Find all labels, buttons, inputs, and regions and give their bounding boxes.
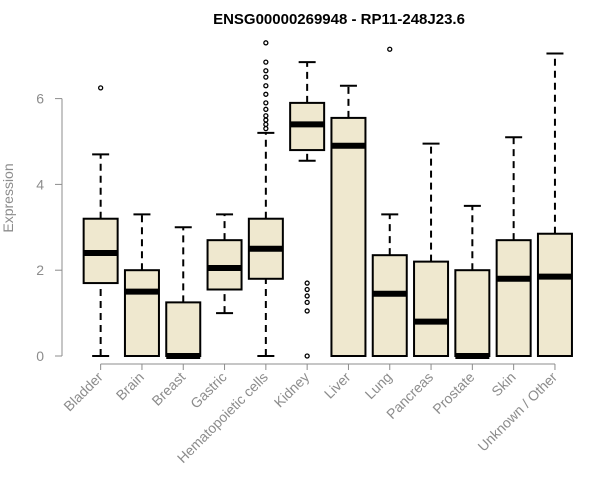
box-brain xyxy=(123,213,160,358)
box-unknown-other xyxy=(536,52,573,357)
outlier-point xyxy=(263,121,269,127)
outlier-point xyxy=(263,59,269,65)
outlier-point xyxy=(263,40,269,46)
box-prostate xyxy=(454,204,491,359)
outlier-point xyxy=(263,91,269,97)
x-tick-label-brain: Brain xyxy=(113,369,147,403)
box-liver xyxy=(330,84,367,357)
outlier-point xyxy=(304,280,310,286)
outlier-point xyxy=(304,293,310,299)
iqr-box xyxy=(495,239,532,357)
outlier-point xyxy=(263,100,269,106)
outlier-point xyxy=(304,286,310,293)
x-tick-label-kidney: Kidney xyxy=(271,369,313,411)
outlier-point xyxy=(263,106,269,112)
outlier-point xyxy=(263,68,269,74)
y-tick-label: 0 xyxy=(36,348,44,364)
y-tick-label: 2 xyxy=(36,262,44,278)
iqr-box xyxy=(123,269,160,358)
iqr-box xyxy=(536,232,573,357)
x-tick-label-bladder: Bladder xyxy=(60,369,106,415)
outlier-point xyxy=(263,83,269,89)
outlier-point xyxy=(387,46,393,52)
y-axis-label: Expression xyxy=(0,163,16,232)
y-tick-label: 4 xyxy=(36,176,44,192)
box-kidney xyxy=(289,61,326,359)
x-tick-label-skin: Skin xyxy=(488,369,519,400)
plot-area xyxy=(82,40,573,359)
box-bladder xyxy=(82,85,119,357)
y-tick-label: 6 xyxy=(36,91,44,107)
y-axis: 0 2 4 6 xyxy=(36,91,63,364)
iqr-box xyxy=(206,239,243,291)
box-lung xyxy=(371,46,408,357)
box-hematopoietic-cells xyxy=(247,40,284,357)
outlier-point xyxy=(263,74,269,80)
x-tick-label-liver: Liver xyxy=(321,369,354,402)
box-pancreas xyxy=(413,142,450,357)
outlier-point xyxy=(98,85,104,91)
x-tick-label-breast: Breast xyxy=(148,369,188,409)
outlier-point xyxy=(263,117,269,123)
outlier-point xyxy=(263,113,269,119)
iqr-box xyxy=(454,269,491,358)
outlier-point xyxy=(304,299,310,306)
box-gastric xyxy=(206,213,243,315)
iqr-box xyxy=(165,301,202,357)
iqr-box xyxy=(371,254,408,357)
outlier-point xyxy=(263,125,269,132)
chart-title: ENSG00000269948 - RP11-248J23.6 xyxy=(213,11,465,28)
outlier-point xyxy=(304,308,310,314)
box-skin xyxy=(495,136,532,357)
x-tick-label-lung: Lung xyxy=(362,369,395,402)
iqr-box xyxy=(413,260,450,357)
x-tick-label-prostate: Prostate xyxy=(429,369,477,417)
iqr-box xyxy=(330,116,367,357)
box-breast xyxy=(165,226,202,359)
outlier-point xyxy=(304,353,310,359)
